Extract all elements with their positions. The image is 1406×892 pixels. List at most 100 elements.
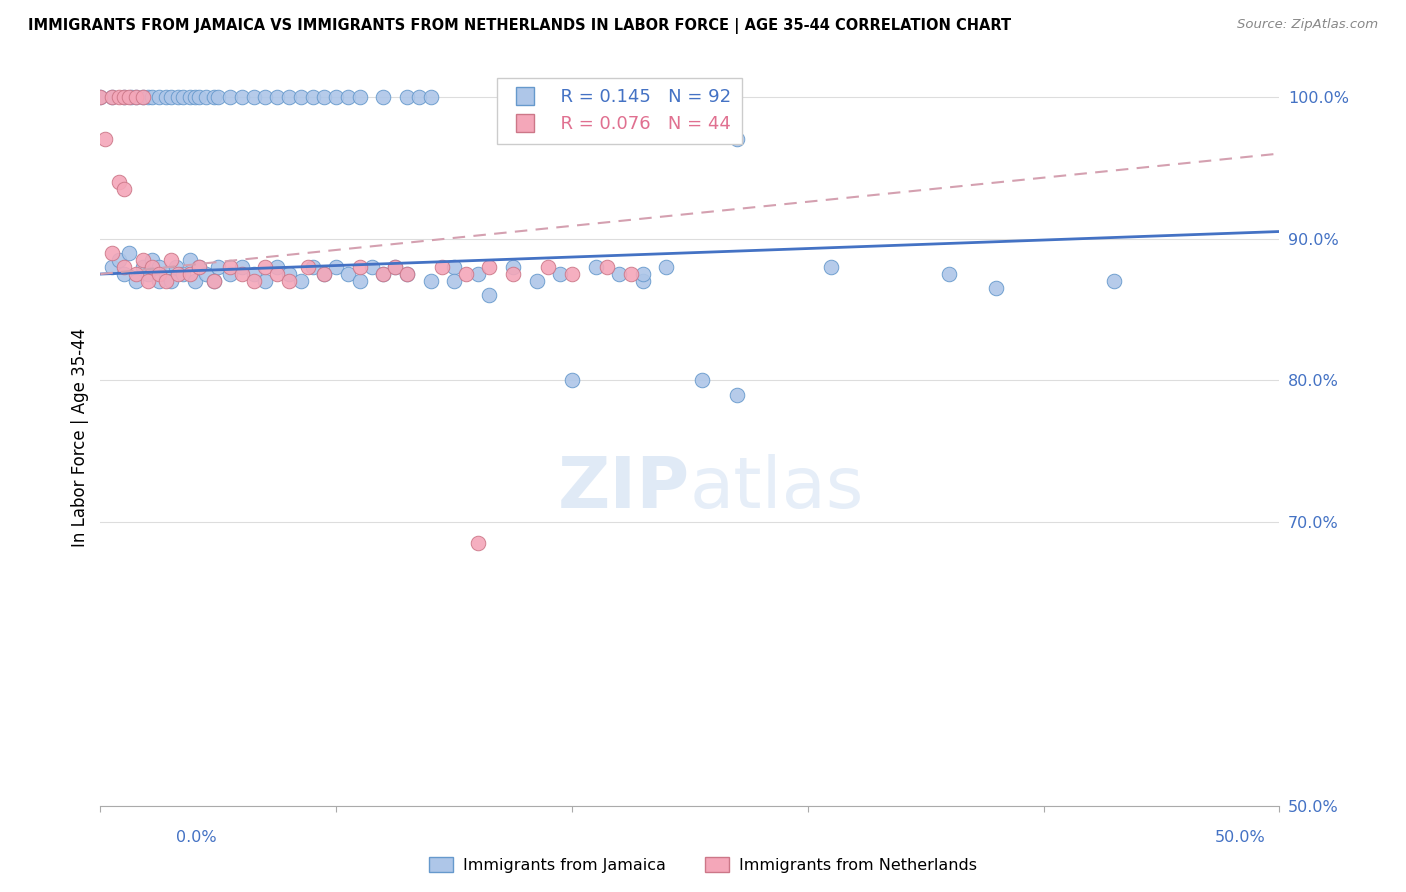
Netherlands [384, 260, 406, 274]
Text: Source: ZipAtlas.com: Source: ZipAtlas.com [1237, 18, 1378, 31]
Jamaica [242, 90, 264, 104]
Jamaica [172, 267, 194, 281]
Netherlands [132, 252, 155, 267]
Netherlands [596, 260, 619, 274]
Netherlands [219, 260, 242, 274]
Jamaica [160, 90, 183, 104]
Netherlands [108, 175, 131, 189]
Jamaica [820, 260, 842, 274]
Netherlands [101, 245, 124, 260]
Jamaica [336, 267, 359, 281]
Jamaica [219, 90, 242, 104]
Netherlands [231, 267, 253, 281]
Netherlands [136, 274, 159, 288]
Netherlands [561, 267, 583, 281]
Jamaica [526, 274, 548, 288]
Jamaica [467, 267, 489, 281]
Jamaica [202, 90, 225, 104]
Jamaica [360, 260, 382, 274]
Jamaica [141, 252, 163, 267]
Jamaica [938, 267, 960, 281]
Netherlands [266, 267, 288, 281]
Jamaica [290, 274, 312, 288]
Netherlands [254, 260, 277, 274]
Jamaica [443, 260, 465, 274]
Netherlands [125, 267, 148, 281]
Netherlands [242, 274, 264, 288]
Legend:   R = 0.145   N = 92,   R = 0.076   N = 44: R = 0.145 N = 92, R = 0.076 N = 44 [496, 78, 742, 145]
Jamaica [219, 267, 242, 281]
Netherlands [478, 260, 501, 274]
Jamaica [631, 274, 654, 288]
Netherlands [125, 90, 148, 104]
Netherlands [112, 182, 135, 196]
Jamaica [132, 260, 155, 274]
Jamaica [548, 267, 571, 281]
Jamaica [165, 260, 187, 274]
Text: ZIP: ZIP [558, 454, 690, 523]
Jamaica [179, 90, 201, 104]
Jamaica [314, 267, 336, 281]
Jamaica [655, 260, 678, 274]
Netherlands [502, 267, 524, 281]
Jamaica [179, 252, 201, 267]
Jamaica [155, 90, 177, 104]
Jamaica [202, 274, 225, 288]
Jamaica [207, 90, 229, 104]
Netherlands [454, 267, 477, 281]
Jamaica [132, 90, 155, 104]
Netherlands [155, 274, 177, 288]
Jamaica [231, 260, 253, 274]
Jamaica [167, 90, 190, 104]
Jamaica [349, 90, 371, 104]
Netherlands [101, 90, 124, 104]
Netherlands [108, 90, 131, 104]
Jamaica [419, 274, 441, 288]
Jamaica [148, 260, 170, 274]
Jamaica [478, 288, 501, 302]
Y-axis label: In Labor Force | Age 35-44: In Labor Force | Age 35-44 [72, 327, 89, 547]
Jamaica [172, 90, 194, 104]
Jamaica [254, 90, 277, 104]
Netherlands [112, 260, 135, 274]
Jamaica [101, 260, 124, 274]
Netherlands [349, 260, 371, 274]
Jamaica [373, 267, 395, 281]
Jamaica [183, 90, 205, 104]
Jamaica [631, 267, 654, 281]
Netherlands [167, 267, 190, 281]
Netherlands [141, 260, 163, 274]
Jamaica [183, 274, 205, 288]
Jamaica [160, 274, 183, 288]
Jamaica [725, 387, 748, 401]
Jamaica [986, 281, 1008, 295]
Jamaica [118, 245, 141, 260]
Netherlands [112, 90, 135, 104]
Netherlands [160, 252, 183, 267]
Jamaica [188, 90, 211, 104]
Legend: Immigrants from Jamaica, Immigrants from Netherlands: Immigrants from Jamaica, Immigrants from… [423, 851, 983, 880]
Jamaica [207, 260, 229, 274]
Netherlands [395, 267, 418, 281]
Netherlands [118, 90, 141, 104]
Jamaica [278, 267, 301, 281]
Jamaica [1104, 274, 1126, 288]
Jamaica [301, 260, 323, 274]
Netherlands [620, 267, 643, 281]
Netherlands [278, 274, 301, 288]
Netherlands [432, 260, 454, 274]
Jamaica [502, 260, 524, 274]
Netherlands [202, 274, 225, 288]
Jamaica [395, 267, 418, 281]
Jamaica [373, 90, 395, 104]
Jamaica [89, 90, 111, 104]
Jamaica [408, 90, 430, 104]
Text: 50.0%: 50.0% [1215, 830, 1265, 845]
Jamaica [384, 260, 406, 274]
Jamaica [125, 274, 148, 288]
Jamaica [112, 90, 135, 104]
Jamaica [443, 274, 465, 288]
Jamaica [231, 90, 253, 104]
Jamaica [188, 260, 211, 274]
Jamaica [690, 373, 713, 387]
